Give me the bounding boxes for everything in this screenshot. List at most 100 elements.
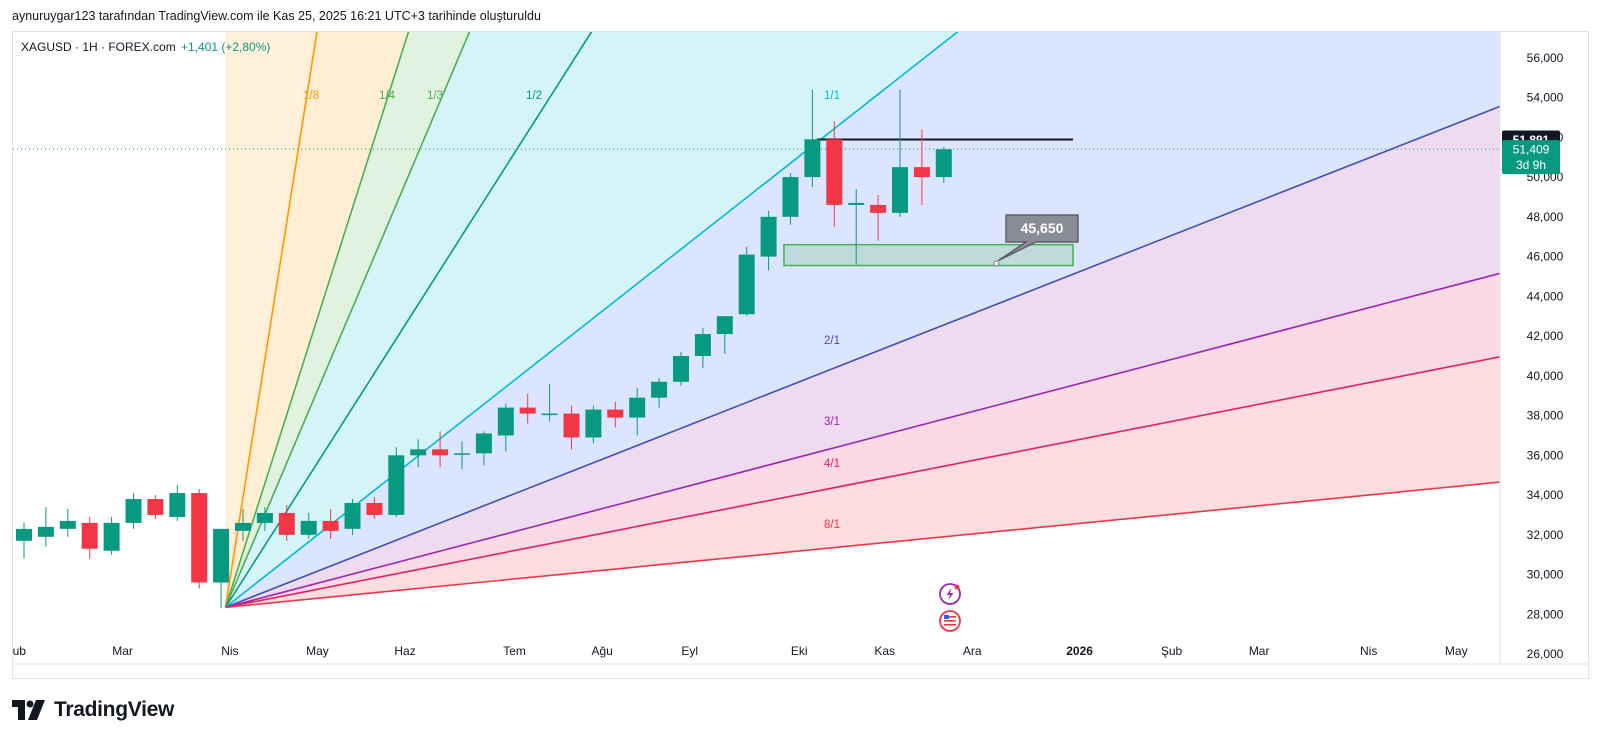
price-callout: 45,650 <box>993 214 1079 267</box>
candle-body <box>913 167 930 178</box>
y-tick-label: 44,000 <box>1527 289 1564 303</box>
event-us-flag-icon[interactable] <box>939 610 961 632</box>
x-tick-label: Şub <box>13 644 26 658</box>
candle-body <box>410 449 427 456</box>
gann-fan-line <box>225 356 1500 609</box>
x-tick-label: Kas <box>874 644 895 658</box>
candle-body <box>388 455 405 515</box>
x-tick-label: Eyl <box>681 644 698 658</box>
candle-body <box>673 355 689 382</box>
flag-stripe <box>944 616 956 618</box>
candle-body <box>366 503 383 515</box>
candle-body <box>37 526 54 537</box>
last-price-tag <box>1502 140 1560 175</box>
gann-fan-label: 8/1 <box>824 519 840 531</box>
candle-body <box>541 413 558 416</box>
y-tick-label: 42,000 <box>1527 329 1564 343</box>
candle-body <box>629 397 646 418</box>
gann-fan-label: 1/4 <box>379 90 396 102</box>
chart-caption: aynuruygar123 tarafından TradingView.com… <box>12 9 541 23</box>
candle-body <box>738 254 755 315</box>
y-tick-label: 28,000 <box>1527 607 1564 621</box>
x-tick-label: Nis <box>221 644 238 658</box>
y-tick-label: 32,000 <box>1527 528 1564 542</box>
x-tick-label: Ağu <box>591 644 612 658</box>
x-tick-label: May <box>306 644 329 658</box>
candle-body <box>16 528 32 541</box>
tradingview-logo[interactable]: TradingView <box>12 698 174 722</box>
last-price-label: 51,409 <box>1513 143 1550 157</box>
x-tick-label: 2026 <box>1066 644 1093 658</box>
candle-body <box>848 202 865 205</box>
chart-svg[interactable]: 1/8 1/4 1/3 1/2 1/1 2/1 3/1 4/1 8/1 26,000 28,000… <box>13 32 1589 679</box>
candle-body <box>191 493 208 583</box>
x-tick-label: Ara <box>963 644 982 658</box>
candle-body <box>760 216 777 257</box>
y-tick-label: 40,000 <box>1527 369 1564 383</box>
gann-fan-label: 3/1 <box>824 416 840 428</box>
gann-fan-fill <box>225 32 1500 608</box>
gann-fan-line <box>225 481 1500 609</box>
flag-canton <box>944 615 949 619</box>
candle-body <box>125 499 142 523</box>
gann-fan-label: 1/2 <box>526 90 542 102</box>
candle-body <box>169 493 186 517</box>
x-tick-label: Tem <box>503 644 526 658</box>
symbol-header: XAGUSD · 1H · FOREX.com <box>21 40 176 54</box>
candle-body <box>607 409 624 418</box>
y-tick-label: 56,000 <box>1527 51 1564 65</box>
callout-label: 45,650 <box>1021 220 1064 236</box>
flag-stripe <box>944 620 956 622</box>
candle-body <box>475 433 492 454</box>
candle-body <box>256 512 273 523</box>
logo-text: TradingView <box>54 698 175 721</box>
candle-body <box>147 499 164 515</box>
candle-body <box>651 381 668 398</box>
candle-body <box>716 316 733 335</box>
gann-fan-label: 2/1 <box>824 335 840 347</box>
x-tick-label: Haz <box>394 644 415 658</box>
gann-fan-label: 4/1 <box>824 458 840 470</box>
candle-body <box>826 139 843 205</box>
x-tick-label: Mar <box>112 644 133 658</box>
y-tick-label: 48,000 <box>1527 210 1564 224</box>
candle-body <box>782 177 799 217</box>
change-text: +1,401 (+2,80%) <box>181 40 270 54</box>
candle-body <box>81 522 98 549</box>
gann-fan-line <box>225 272 1500 609</box>
y-tick-label: 38,000 <box>1527 409 1564 423</box>
candle-body <box>563 413 580 438</box>
candle-body <box>278 512 295 535</box>
callout-anchor <box>993 260 1000 267</box>
chart-area[interactable]: 1/8 1/4 1/3 1/2 1/1 2/1 3/1 4/1 8/1 26,000 28,000… <box>12 31 1589 679</box>
y-tick-label: 26,000 <box>1527 647 1564 661</box>
y-tick-label: 30,000 <box>1527 568 1564 582</box>
candle-body <box>585 409 602 438</box>
candle-body <box>59 520 76 529</box>
candle-body <box>804 139 821 178</box>
gann-fan-label: 1/8 <box>303 90 319 102</box>
candle-body <box>935 149 952 178</box>
x-tick-label: Eki <box>791 644 808 658</box>
event-lightning-icon[interactable] <box>939 583 961 605</box>
candle-body <box>870 204 887 213</box>
lightning-dot <box>954 584 960 590</box>
x-tick-label: May <box>1445 644 1468 658</box>
gann-fan-label: 1/3 <box>427 90 443 102</box>
candle-body <box>432 449 449 456</box>
candle-body <box>892 167 908 213</box>
candle-body <box>103 522 120 551</box>
candle-body <box>454 453 470 455</box>
x-tick-label: Nis <box>1360 644 1377 658</box>
y-tick-label: 34,000 <box>1527 488 1564 502</box>
y-tick-label: 36,000 <box>1527 448 1564 462</box>
candle-body <box>519 407 536 414</box>
x-tick-label: Şub <box>1161 644 1183 658</box>
gann-fan-label: 1/1 <box>824 90 840 102</box>
countdown-label: 3d 9h <box>1516 158 1546 172</box>
tradingview-logo-icon <box>12 700 45 720</box>
candle-body <box>344 503 361 529</box>
y-tick-label: 46,000 <box>1527 250 1564 264</box>
candle-body <box>497 407 514 436</box>
candle-body <box>322 520 339 531</box>
